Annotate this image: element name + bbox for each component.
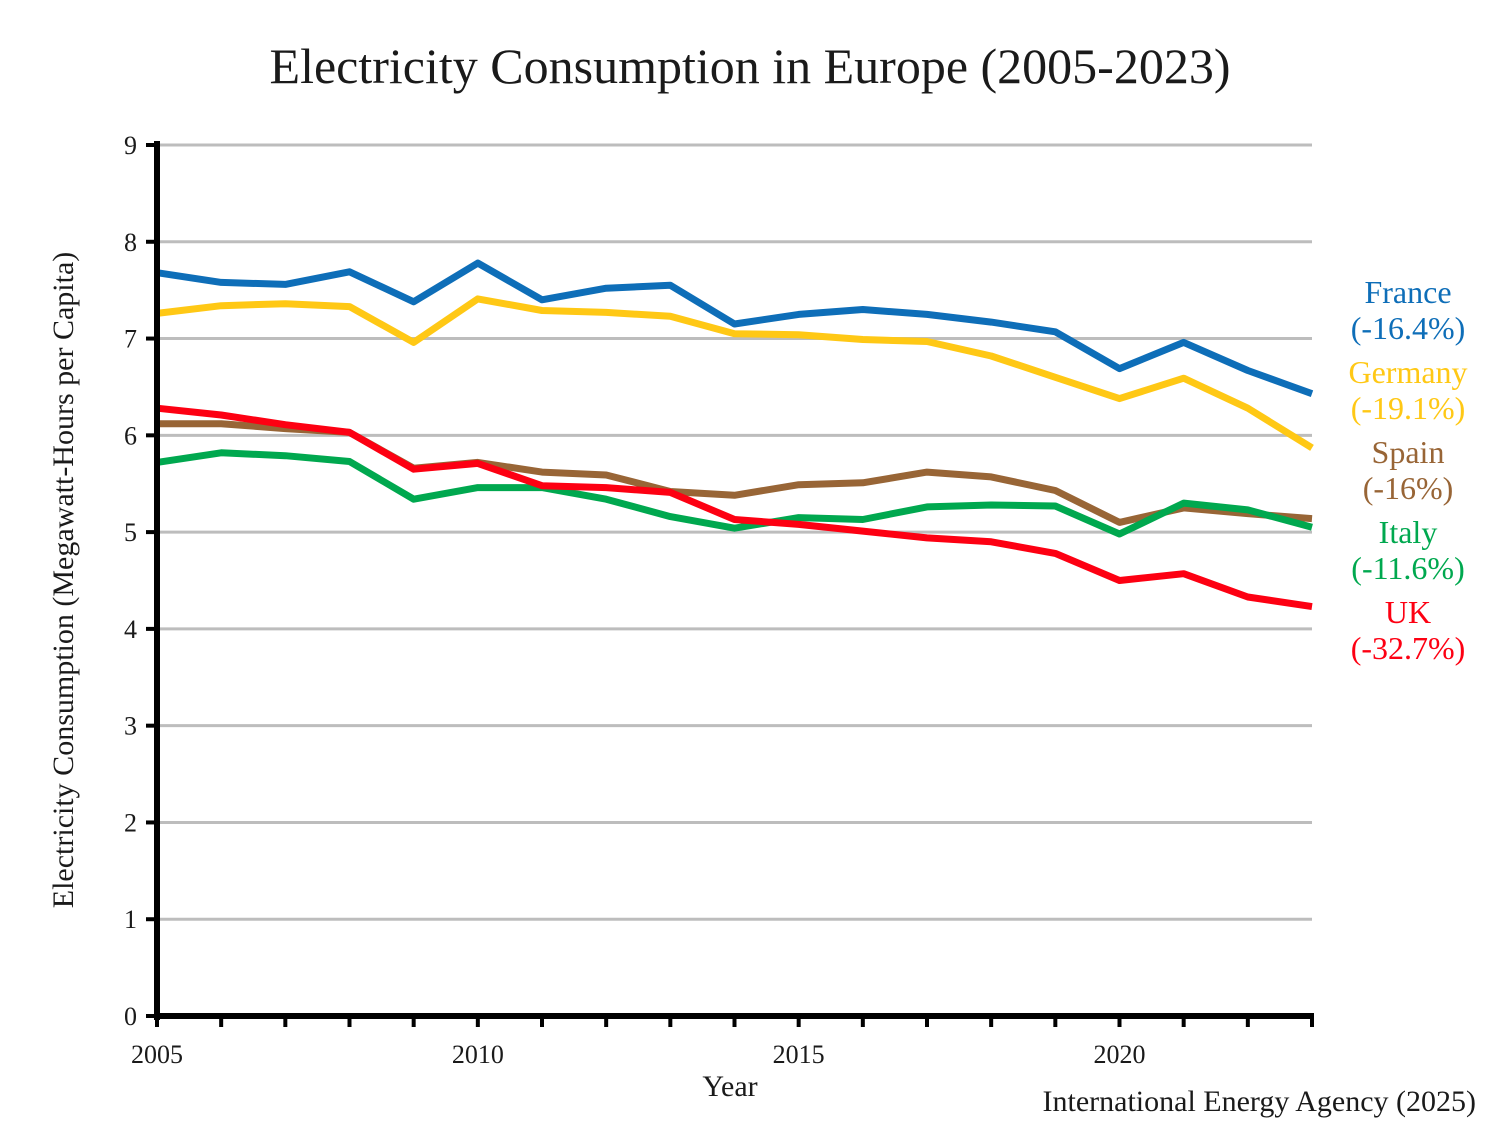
y-tick-label: 8 [124,228,137,257]
x-axis-label: Year [702,1070,757,1103]
y-axis-label: Electricity Consumption (Megawatt-Hours … [47,252,80,909]
source-note: International Energy Agency (2025) [1043,1085,1476,1118]
legend-name-italy: Italy [1379,514,1438,550]
legend-change-france: (-16.4%) [1351,310,1466,346]
legend-change-spain: (-16%) [1363,470,1454,506]
legend-change-italy: (-11.6%) [1351,550,1464,586]
legend-name-france: France [1364,274,1451,310]
legend-change-germany: (-19.1%) [1351,390,1466,426]
y-tick-label: 5 [124,518,137,547]
x-tick-label: 2010 [452,1040,504,1069]
legend: France(-16.4%) Germany(-19.1%) Spain(-16%)… [1348,274,1467,666]
chart-title: Electricity Consumption in Europe (2005-… [270,38,1231,94]
series-line-uk [156,404,1313,611]
legend-name-spain: Spain [1372,434,1445,470]
x-tick-label: 2015 [773,1040,825,1069]
y-tick-label: 6 [124,421,137,450]
series-lines [156,259,1314,611]
x-tick-label: 2020 [1094,1040,1146,1069]
series-line-france [156,259,1314,397]
series-line-italy [156,449,1313,538]
gridlines [157,143,1312,921]
y-tick-labels: 0 1 2 3 4 5 6 7 8 9 [124,131,137,1031]
y-tick-label: 7 [124,325,137,354]
y-tick-label: 2 [124,808,137,837]
x-tick-label: 2005 [131,1040,183,1069]
axes [146,141,1314,1027]
y-tick-label: 0 [124,1002,137,1031]
y-tick-label: 3 [124,712,137,741]
y-tick-label: 4 [124,615,137,644]
series-line-germany [156,295,1314,451]
legend-change-uk: (-32.7%) [1351,630,1466,666]
x-tick-labels: 2005 2010 2015 2020 [131,1040,1146,1069]
legend-name-germany: Germany [1348,354,1467,390]
legend-name-uk: UK [1385,594,1431,630]
series-line-spain [157,420,1313,526]
y-tick-label: 1 [124,905,137,934]
y-tick-label: 9 [124,131,137,160]
